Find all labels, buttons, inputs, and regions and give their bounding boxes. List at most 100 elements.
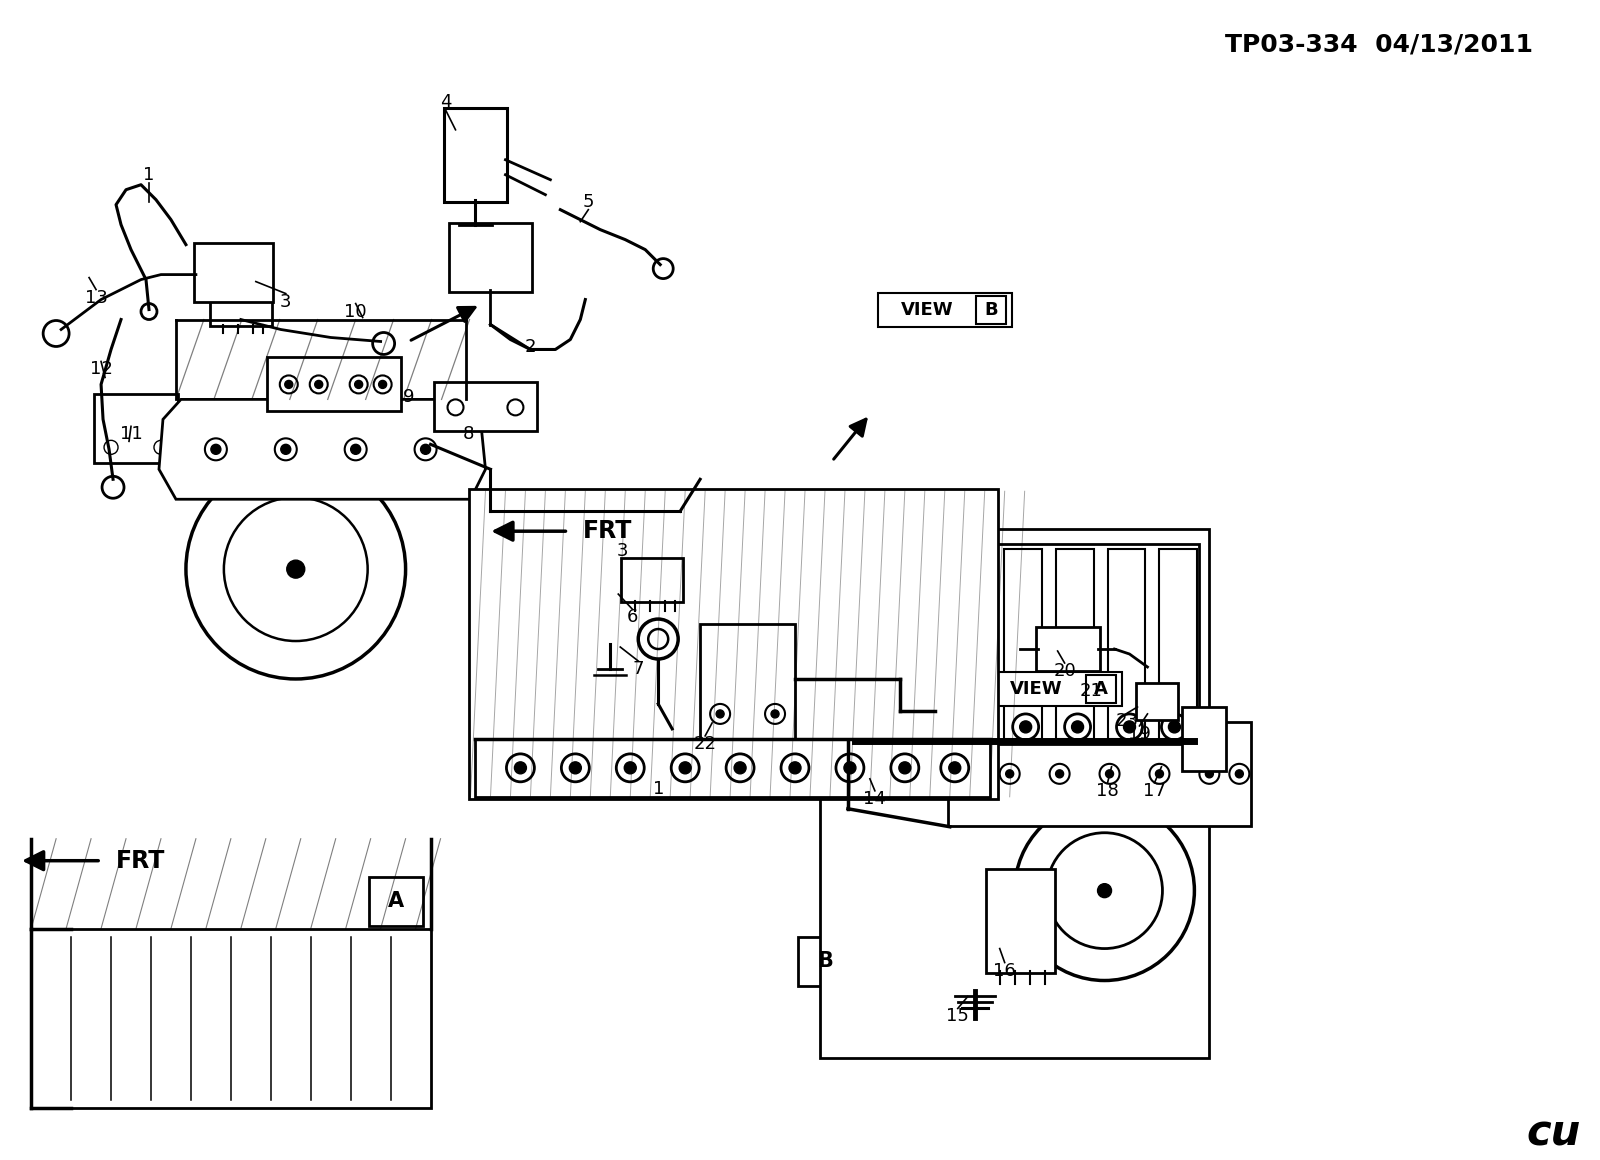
Circle shape [1123,720,1136,733]
Circle shape [344,438,366,461]
Text: FRT: FRT [117,849,165,872]
FancyBboxPatch shape [987,672,1122,706]
Circle shape [1019,720,1032,733]
Circle shape [1155,770,1163,778]
Circle shape [421,444,430,455]
Circle shape [280,376,298,393]
Text: FRT: FRT [584,520,632,543]
Text: A: A [1094,680,1107,698]
Bar [1056,549,1093,739]
FancyBboxPatch shape [947,722,1251,826]
Circle shape [186,459,405,679]
Circle shape [275,438,296,461]
Text: 17: 17 [1142,782,1166,799]
Circle shape [1050,763,1069,784]
Text: 8: 8 [462,426,474,443]
Text: cu: cu [1526,1112,1581,1154]
FancyBboxPatch shape [448,223,533,291]
Bar [952,549,990,739]
Circle shape [1205,770,1213,778]
Circle shape [515,762,526,774]
Circle shape [104,441,118,455]
Text: VIEW: VIEW [1010,680,1062,698]
Circle shape [141,304,157,319]
Text: 7: 7 [632,660,643,677]
FancyBboxPatch shape [798,936,851,986]
Text: 14: 14 [864,790,886,807]
Text: 10: 10 [344,303,366,320]
Circle shape [648,629,669,648]
FancyBboxPatch shape [1035,628,1099,670]
Circle shape [374,376,392,393]
Circle shape [909,713,934,740]
Text: A: A [387,891,403,911]
FancyBboxPatch shape [976,296,1006,324]
Text: 13: 13 [85,289,107,306]
Circle shape [1098,884,1112,898]
Circle shape [355,380,363,389]
Bar [30,929,430,1108]
Circle shape [678,762,691,774]
Text: 3: 3 [616,542,629,560]
Circle shape [789,762,802,774]
FancyBboxPatch shape [194,242,272,302]
Circle shape [286,560,304,578]
Circle shape [562,754,589,782]
Circle shape [717,710,725,718]
Bar [1003,549,1042,739]
Circle shape [507,754,534,782]
Circle shape [960,763,979,784]
Text: 2: 2 [525,339,536,356]
Circle shape [670,754,699,782]
Circle shape [1006,770,1014,778]
Circle shape [616,754,645,782]
Circle shape [941,754,968,782]
Circle shape [570,762,581,774]
Text: TP03-334  04/13/2011: TP03-334 04/13/2011 [1226,32,1533,57]
Circle shape [966,770,974,778]
FancyBboxPatch shape [368,877,422,926]
FancyBboxPatch shape [94,394,178,463]
Circle shape [507,399,523,415]
Text: 18: 18 [1096,782,1118,799]
Circle shape [1064,713,1091,740]
Circle shape [1000,763,1019,784]
Bar [701,624,795,739]
Text: 3: 3 [280,292,291,311]
Circle shape [771,710,779,718]
Text: 23: 23 [1117,712,1139,730]
Circle shape [43,320,69,347]
Circle shape [285,380,293,389]
Text: 9: 9 [403,389,414,406]
Circle shape [1106,770,1114,778]
Circle shape [224,498,368,641]
Circle shape [1235,770,1243,778]
Circle shape [373,333,395,355]
Text: 1: 1 [653,780,664,798]
Circle shape [414,438,437,461]
Text: VIEW: VIEW [901,300,954,319]
Circle shape [858,713,883,740]
Text: 1: 1 [144,166,155,183]
Circle shape [568,537,653,621]
Text: 16: 16 [994,962,1016,979]
Circle shape [280,444,291,455]
Circle shape [310,376,328,393]
Circle shape [1200,763,1219,784]
Text: 21: 21 [1080,682,1102,699]
Circle shape [949,762,960,774]
Circle shape [726,754,754,782]
Circle shape [1117,713,1142,740]
Circle shape [653,259,674,278]
Circle shape [448,399,464,415]
Circle shape [154,441,168,455]
FancyBboxPatch shape [1182,706,1226,771]
Circle shape [1072,720,1083,733]
Circle shape [1168,720,1181,733]
Bar [1107,549,1146,739]
Circle shape [864,720,875,733]
Circle shape [899,762,910,774]
FancyBboxPatch shape [1085,675,1115,703]
Circle shape [1056,770,1064,778]
Circle shape [350,376,368,393]
